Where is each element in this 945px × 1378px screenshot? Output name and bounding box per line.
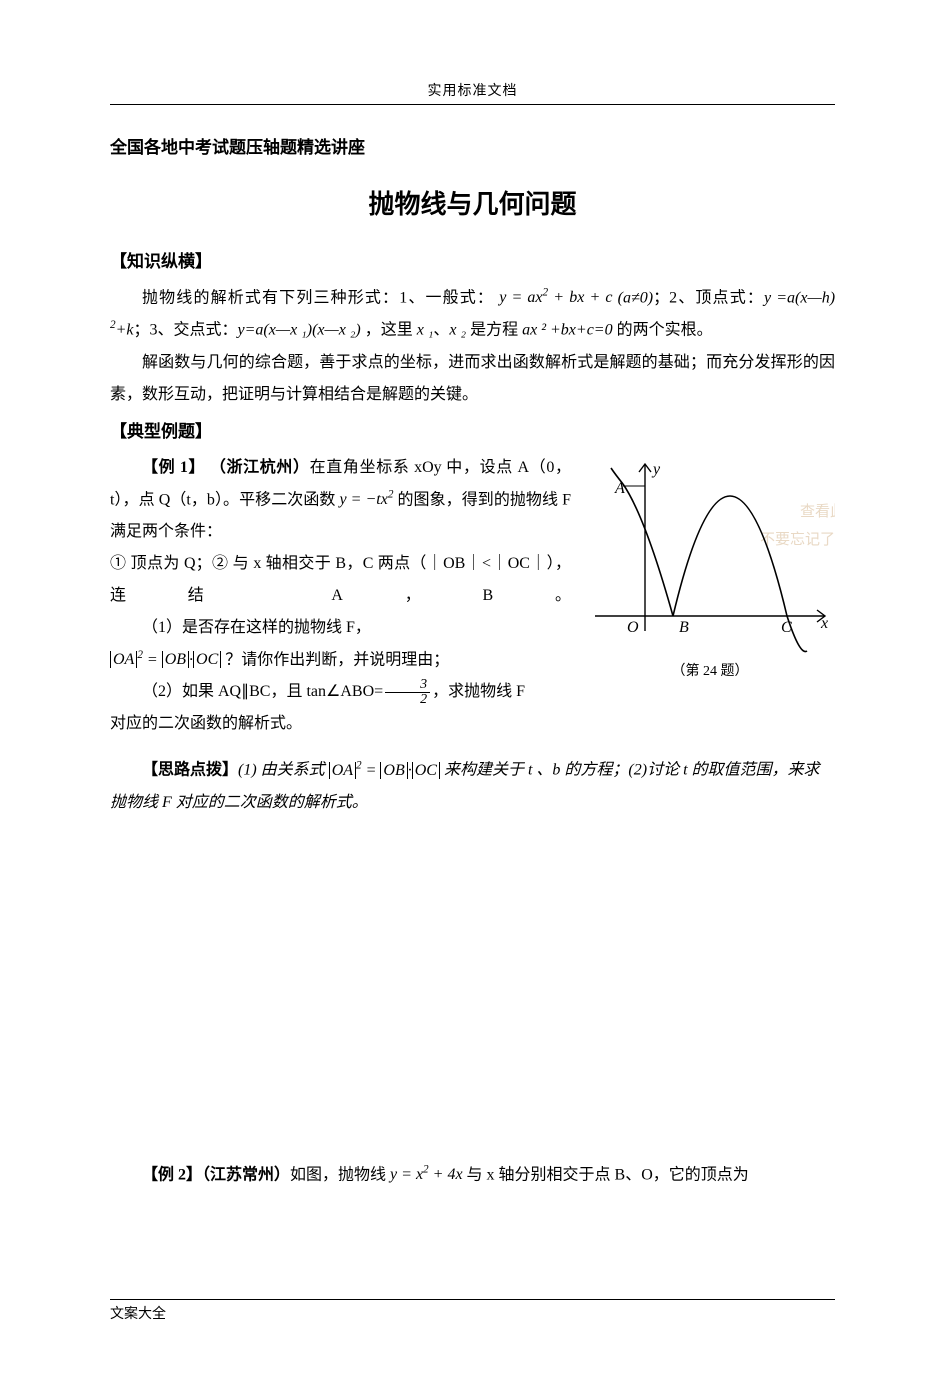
hint-1: 【思路点拨】(1) 由关系式 OA2 = OB·OC 来构建关于 t 、b 的方… [110, 754, 835, 818]
t: 是方程 [470, 322, 522, 339]
f: + bx + c [548, 289, 612, 306]
hint-eq: OA2 = OB·OC [329, 762, 444, 779]
a: OA [329, 762, 356, 779]
label-x: x [820, 615, 828, 632]
header-rule [110, 104, 835, 105]
blank-space [110, 819, 835, 1159]
p2: + 4x [429, 1166, 463, 1183]
ex1-eq: OA2 = OB·OC ？请你作出判断，并说明理由； [110, 644, 571, 676]
f3: y=a(x—x ₁)(x—x ₂) [238, 322, 365, 339]
ex2-label: 【例 2】 [142, 1166, 202, 1183]
page-header: 实用标准文档 [110, 80, 835, 100]
abs-ob: OB [162, 651, 189, 668]
abs-oc: OC [193, 651, 221, 668]
para-2: 解函数与几何的综合题，善于求点的坐标，进而求出函数解析式是解题的基础；而充分发挥… [110, 347, 835, 411]
d: 2 [385, 693, 430, 707]
f2: y =a(x—h) [764, 289, 835, 306]
t: ；2、顶点式： [653, 289, 764, 306]
ex2-intro: 【例 2】（江苏常州）如图，抛物线 y = x2 + 4x 与 x 轴分别相交于… [110, 1159, 835, 1191]
s: 2 [137, 649, 143, 661]
ex2-f: y = x2 + 4x [390, 1166, 463, 1183]
s: 2 [356, 759, 362, 771]
label-y: y [651, 461, 661, 478]
section-examples-head: 【典型例题】 [110, 417, 835, 442]
ex1-q1: （1）是否存在这样的抛物线 F， [110, 612, 571, 644]
eq: ax ² +bx+c=0 [522, 322, 617, 339]
t: （2）如果 AQ∥BC，且 tan∠ABO= [142, 683, 383, 700]
label-B: B [679, 619, 689, 636]
ex2-src: （江苏常州） [202, 1166, 290, 1183]
main-title: 抛物线与几何问题 [110, 184, 835, 221]
t: (1) 由关系式 [238, 762, 325, 779]
ex1-label: 【例 1】 [142, 459, 205, 476]
eq: = [147, 651, 162, 668]
watermark: 不要忘记了。人 [760, 531, 835, 548]
t: ？请你作出判断，并说明理由； [225, 651, 449, 668]
example-1-text: 【例 1】 （浙江杭州）在直角坐标系 xOy 中，设点 A（0，t），点 Q（t… [110, 452, 571, 709]
ex1-src: （浙江杭州） [205, 459, 309, 476]
watermark: 查看此题的 [800, 503, 835, 520]
t: ，这里 [365, 322, 413, 339]
ex1-intro: 【例 1】 （浙江杭州）在直角坐标系 xOy 中，设点 A（0，t），点 Q（t… [110, 452, 571, 548]
t: ，求抛物线 F [432, 683, 525, 700]
p: y = x [390, 1166, 423, 1183]
t: （1）是否存在这样的抛物线 F， [142, 619, 371, 636]
fp: y = −tx [339, 491, 387, 508]
t: ；3、交点式： [134, 322, 238, 339]
label-A: A [614, 480, 625, 497]
abs-oa: OA [110, 651, 137, 668]
c: OC [412, 762, 440, 779]
e: = [366, 762, 381, 779]
f: y = ax [499, 289, 542, 306]
f2t: +k [116, 322, 134, 339]
label-C: C [781, 619, 792, 636]
hint-label: 【思路点拨】 [142, 762, 238, 779]
ex1-cond: ① 顶点为 Q；② 与 x 轴相交于 B，C 两点（｜OB｜<｜OC｜），连结 … [110, 548, 571, 612]
figure-24: 查看此题的 不要忘记了。人 A y O [585, 452, 835, 680]
ex1-q2c: 对应的二次函数的解析式。 [110, 708, 835, 740]
t: 与 x 轴分别相交于点 B、O，它的顶点为 [463, 1166, 749, 1183]
page: 实用标准文档 全国各地中考试题压轴题精选讲座 抛物线与几何问题 【知识纵横】 抛… [0, 0, 945, 1251]
t: 、 [433, 322, 449, 339]
fraction-3-2: 32 [385, 678, 430, 707]
cond: (a≠0) [618, 289, 653, 306]
x2: x ₂ [449, 322, 470, 339]
page-footer: 文案大全 [110, 1303, 166, 1323]
para-1: 抛物线的解析式有下列三种形式：1、一般式： y = ax2 + bx + c (… [110, 282, 835, 347]
text: 抛物线的解析式有下列三种形式：1、一般式： [142, 289, 494, 306]
footer-rule [110, 1299, 835, 1300]
n: 3 [385, 678, 430, 693]
t: 如图，抛物线 [290, 1166, 390, 1183]
section-knowledge-head: 【知识纵横】 [110, 247, 835, 272]
t: 的两个实根。 [617, 322, 713, 339]
formula-general: y = ax2 + bx + c [499, 289, 617, 306]
label-O: O [627, 619, 639, 636]
figure-caption: （第 24 题） [585, 660, 835, 680]
b: OB [380, 762, 407, 779]
parabola-figure: 查看此题的 不要忘记了。人 A y O [585, 456, 835, 656]
series-title: 全国各地中考试题压轴题精选讲座 [110, 133, 835, 158]
f: y = −tx2 [339, 491, 393, 508]
example-1-row: 【例 1】 （浙江杭州）在直角坐标系 xOy 中，设点 A（0，t），点 Q（t… [110, 452, 835, 709]
ex1-q2: （2）如果 AQ∥BC，且 tan∠ABO=32，求抛物线 F [110, 676, 571, 708]
x1: x ₁ [413, 322, 434, 339]
